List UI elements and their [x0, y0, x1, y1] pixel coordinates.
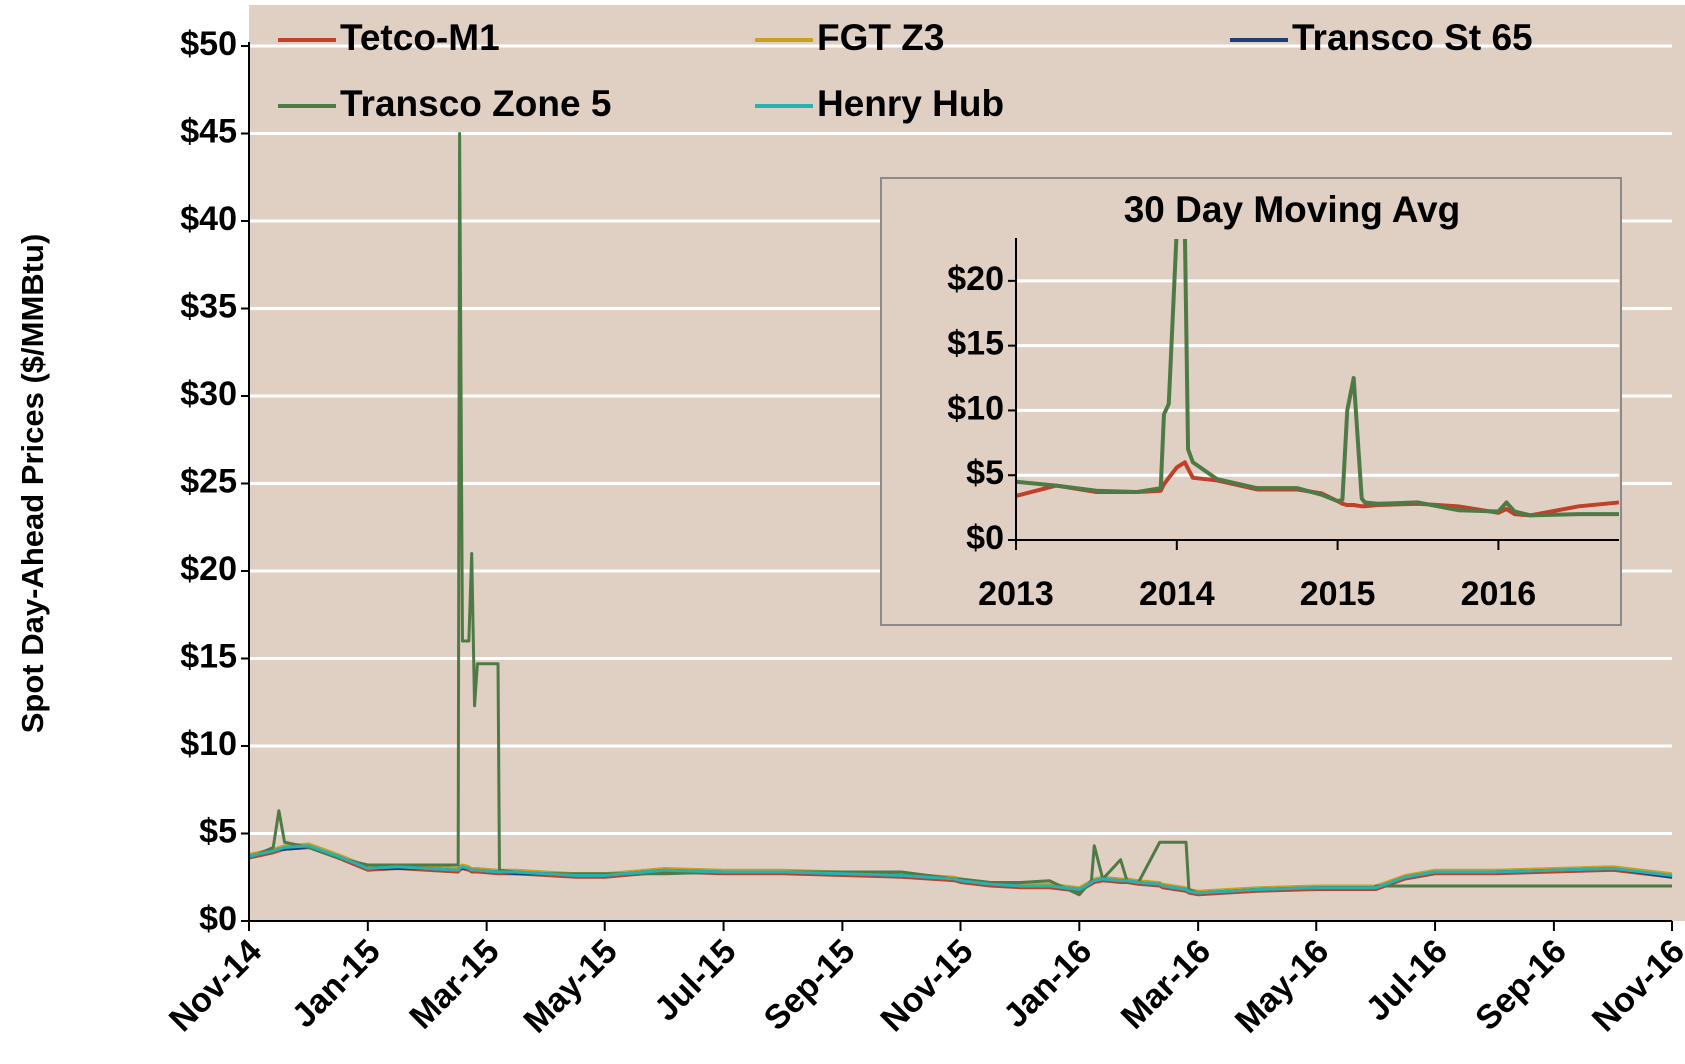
y-tick-label: $20 [180, 550, 237, 588]
x-tick-label: May-15 [516, 932, 624, 1040]
y-tick-label: $45 [180, 112, 237, 150]
series-line [249, 844, 1673, 895]
y-tick-label: $0 [966, 519, 1004, 557]
y-tick-label: $10 [180, 725, 237, 763]
series-line [249, 846, 1673, 897]
x-tick-label: Jan-15 [285, 932, 388, 1035]
x-tick-label: Sep-15 [757, 932, 863, 1038]
y-tick-label: $5 [199, 812, 237, 850]
y-tick-label: $50 [180, 25, 237, 63]
y-tick-label: $15 [180, 637, 237, 675]
x-tick-label: Nov-15 [873, 932, 980, 1039]
legend-label: Transco St 65 [1292, 17, 1533, 58]
x-tick-label: 2015 [1300, 575, 1376, 613]
y-tick-label: $20 [947, 260, 1004, 298]
y-tick-label: $40 [180, 200, 237, 238]
x-tick-label: Mar-15 [402, 932, 506, 1036]
x-tick-label: 2016 [1461, 575, 1537, 613]
x-tick-label: Sep-16 [1468, 932, 1574, 1038]
chart-title: 30 Day Moving Avg [1124, 189, 1461, 230]
legend-label: FGT Z3 [817, 17, 944, 58]
x-tick-label: Mar-16 [1114, 932, 1218, 1036]
legend-label: Transco Zone 5 [340, 83, 611, 124]
y-tick-label: $25 [180, 462, 237, 500]
inset-box [880, 177, 1622, 626]
legend-label: Henry Hub [817, 83, 1004, 124]
x-tick-label: Jul-16 [1359, 932, 1455, 1028]
y-tick-label: $0 [199, 900, 237, 938]
x-tick-label: Nov-16 [1585, 932, 1685, 1039]
x-tick-label: Jul-15 [647, 932, 743, 1028]
y-tick-label: $35 [180, 287, 237, 325]
y-tick-label: $5 [966, 454, 1004, 492]
y-axis-label: Spot Day-Ahead Prices ($/MMBtu) [15, 234, 50, 734]
series-line [1016, 239, 1619, 518]
x-tick-label: May-16 [1228, 932, 1336, 1040]
x-tick-label: Jan-16 [996, 932, 1099, 1035]
y-tick-label: $10 [947, 389, 1004, 427]
series-line [249, 842, 1673, 893]
legend-label: Tetco-M1 [340, 17, 500, 58]
x-tick-label: Nov-14 [162, 932, 269, 1039]
x-tick-label: 2013 [978, 575, 1054, 613]
y-tick-label: $30 [180, 375, 237, 413]
x-tick-label: 2014 [1139, 575, 1215, 613]
y-tick-label: $15 [947, 325, 1004, 363]
